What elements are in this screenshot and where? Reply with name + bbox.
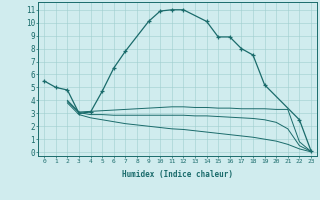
X-axis label: Humidex (Indice chaleur): Humidex (Indice chaleur) xyxy=(122,170,233,179)
